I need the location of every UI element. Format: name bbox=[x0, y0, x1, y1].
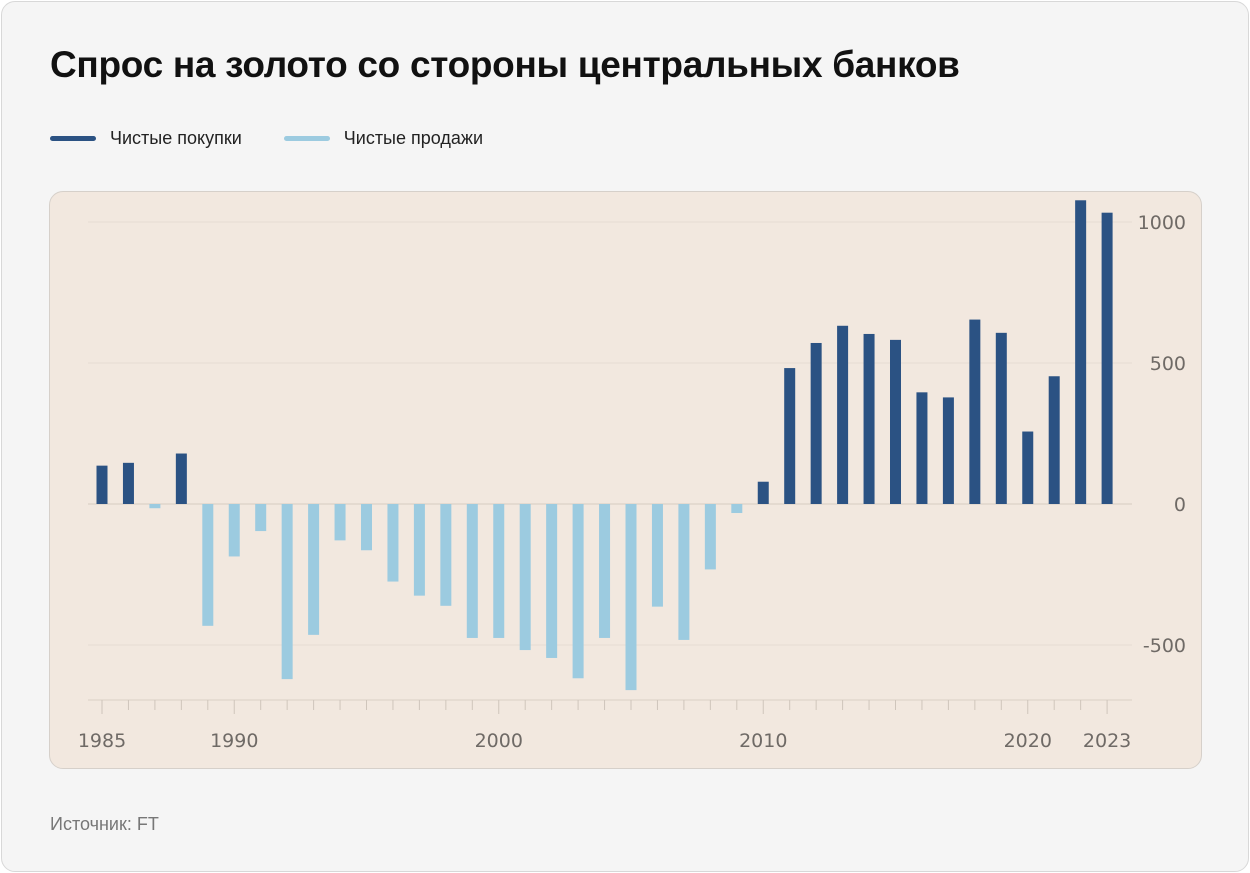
chart-title: Спрос на золото со стороны центральных б… bbox=[50, 44, 960, 85]
bar-1991 bbox=[255, 504, 267, 532]
bar-1990 bbox=[228, 504, 240, 557]
bar-2006 bbox=[651, 504, 663, 607]
legend: Чистые покупки Чистые продажи bbox=[50, 128, 525, 149]
bar-2001 bbox=[519, 504, 531, 651]
bar-chart: 1000 500 0 -500 1985 1990 2000 2010 2020 2023 bbox=[78, 200, 1186, 752]
bar-2009 bbox=[731, 504, 743, 514]
legend-label-purchases: Чистые покупки bbox=[110, 128, 242, 148]
bar-1989 bbox=[202, 504, 214, 626]
bar-2007 bbox=[678, 504, 690, 640]
bar-1997 bbox=[413, 504, 425, 596]
bar-2013 bbox=[837, 325, 849, 504]
source-note: Источник: FT bbox=[50, 814, 159, 834]
bar-1986 bbox=[122, 462, 134, 504]
bar-2010 bbox=[757, 481, 769, 504]
legend-item-sales: Чистые продажи bbox=[283, 128, 483, 149]
y-tick-label: 0 bbox=[1174, 494, 1186, 516]
legend-item-purchases: Чистые покупки bbox=[50, 128, 242, 149]
bar-2011 bbox=[784, 368, 796, 504]
bar-2020 bbox=[1022, 431, 1034, 504]
x-tick-label: 2020 bbox=[1004, 730, 1052, 752]
bar-2000 bbox=[493, 504, 505, 638]
bar-1992 bbox=[281, 504, 293, 680]
bar-1995 bbox=[361, 504, 372, 551]
bar-1994 bbox=[334, 504, 346, 541]
bar-1993 bbox=[308, 504, 320, 635]
bar-1988 bbox=[175, 453, 187, 504]
bar-2015 bbox=[890, 339, 901, 504]
bar-2002 bbox=[546, 504, 558, 658]
bar-2016 bbox=[916, 392, 928, 504]
bar-2022 bbox=[1075, 200, 1087, 504]
x-tick-label: 1990 bbox=[210, 730, 258, 752]
bar-1987 bbox=[149, 504, 161, 509]
y-tick-label: 500 bbox=[1150, 353, 1186, 375]
bar-1996 bbox=[387, 504, 399, 582]
bar-2023 bbox=[1101, 212, 1113, 504]
bar-1999 bbox=[466, 504, 478, 638]
bar-2017 bbox=[942, 397, 954, 504]
bar-2004 bbox=[599, 504, 611, 638]
bar-2019 bbox=[995, 332, 1007, 504]
bar-2008 bbox=[704, 504, 716, 570]
bar-2005 bbox=[625, 504, 637, 691]
chart-panel: 1000 500 0 -500 1985 1990 2000 2010 2020 2023 bbox=[49, 191, 1202, 769]
legend-label-sales: Чистые продажи bbox=[343, 128, 483, 148]
x-tick-label: 2000 bbox=[475, 730, 523, 752]
y-tick-label: 1000 bbox=[1138, 212, 1186, 234]
legend-swatch-purchases bbox=[50, 136, 96, 141]
bar-2012 bbox=[810, 342, 822, 504]
bar-2021 bbox=[1048, 376, 1060, 504]
bar-2003 bbox=[572, 504, 584, 679]
y-tick-label: -500 bbox=[1143, 635, 1186, 657]
bar-1985 bbox=[96, 465, 108, 504]
x-tick-label: 2023 bbox=[1083, 730, 1131, 752]
x-tick-label: 1985 bbox=[78, 730, 126, 752]
bar-2014 bbox=[863, 333, 875, 504]
x-tick-label: 2010 bbox=[739, 730, 787, 752]
bar-1998 bbox=[440, 504, 452, 606]
legend-swatch-sales bbox=[283, 136, 330, 141]
bar-2018 bbox=[969, 319, 981, 504]
